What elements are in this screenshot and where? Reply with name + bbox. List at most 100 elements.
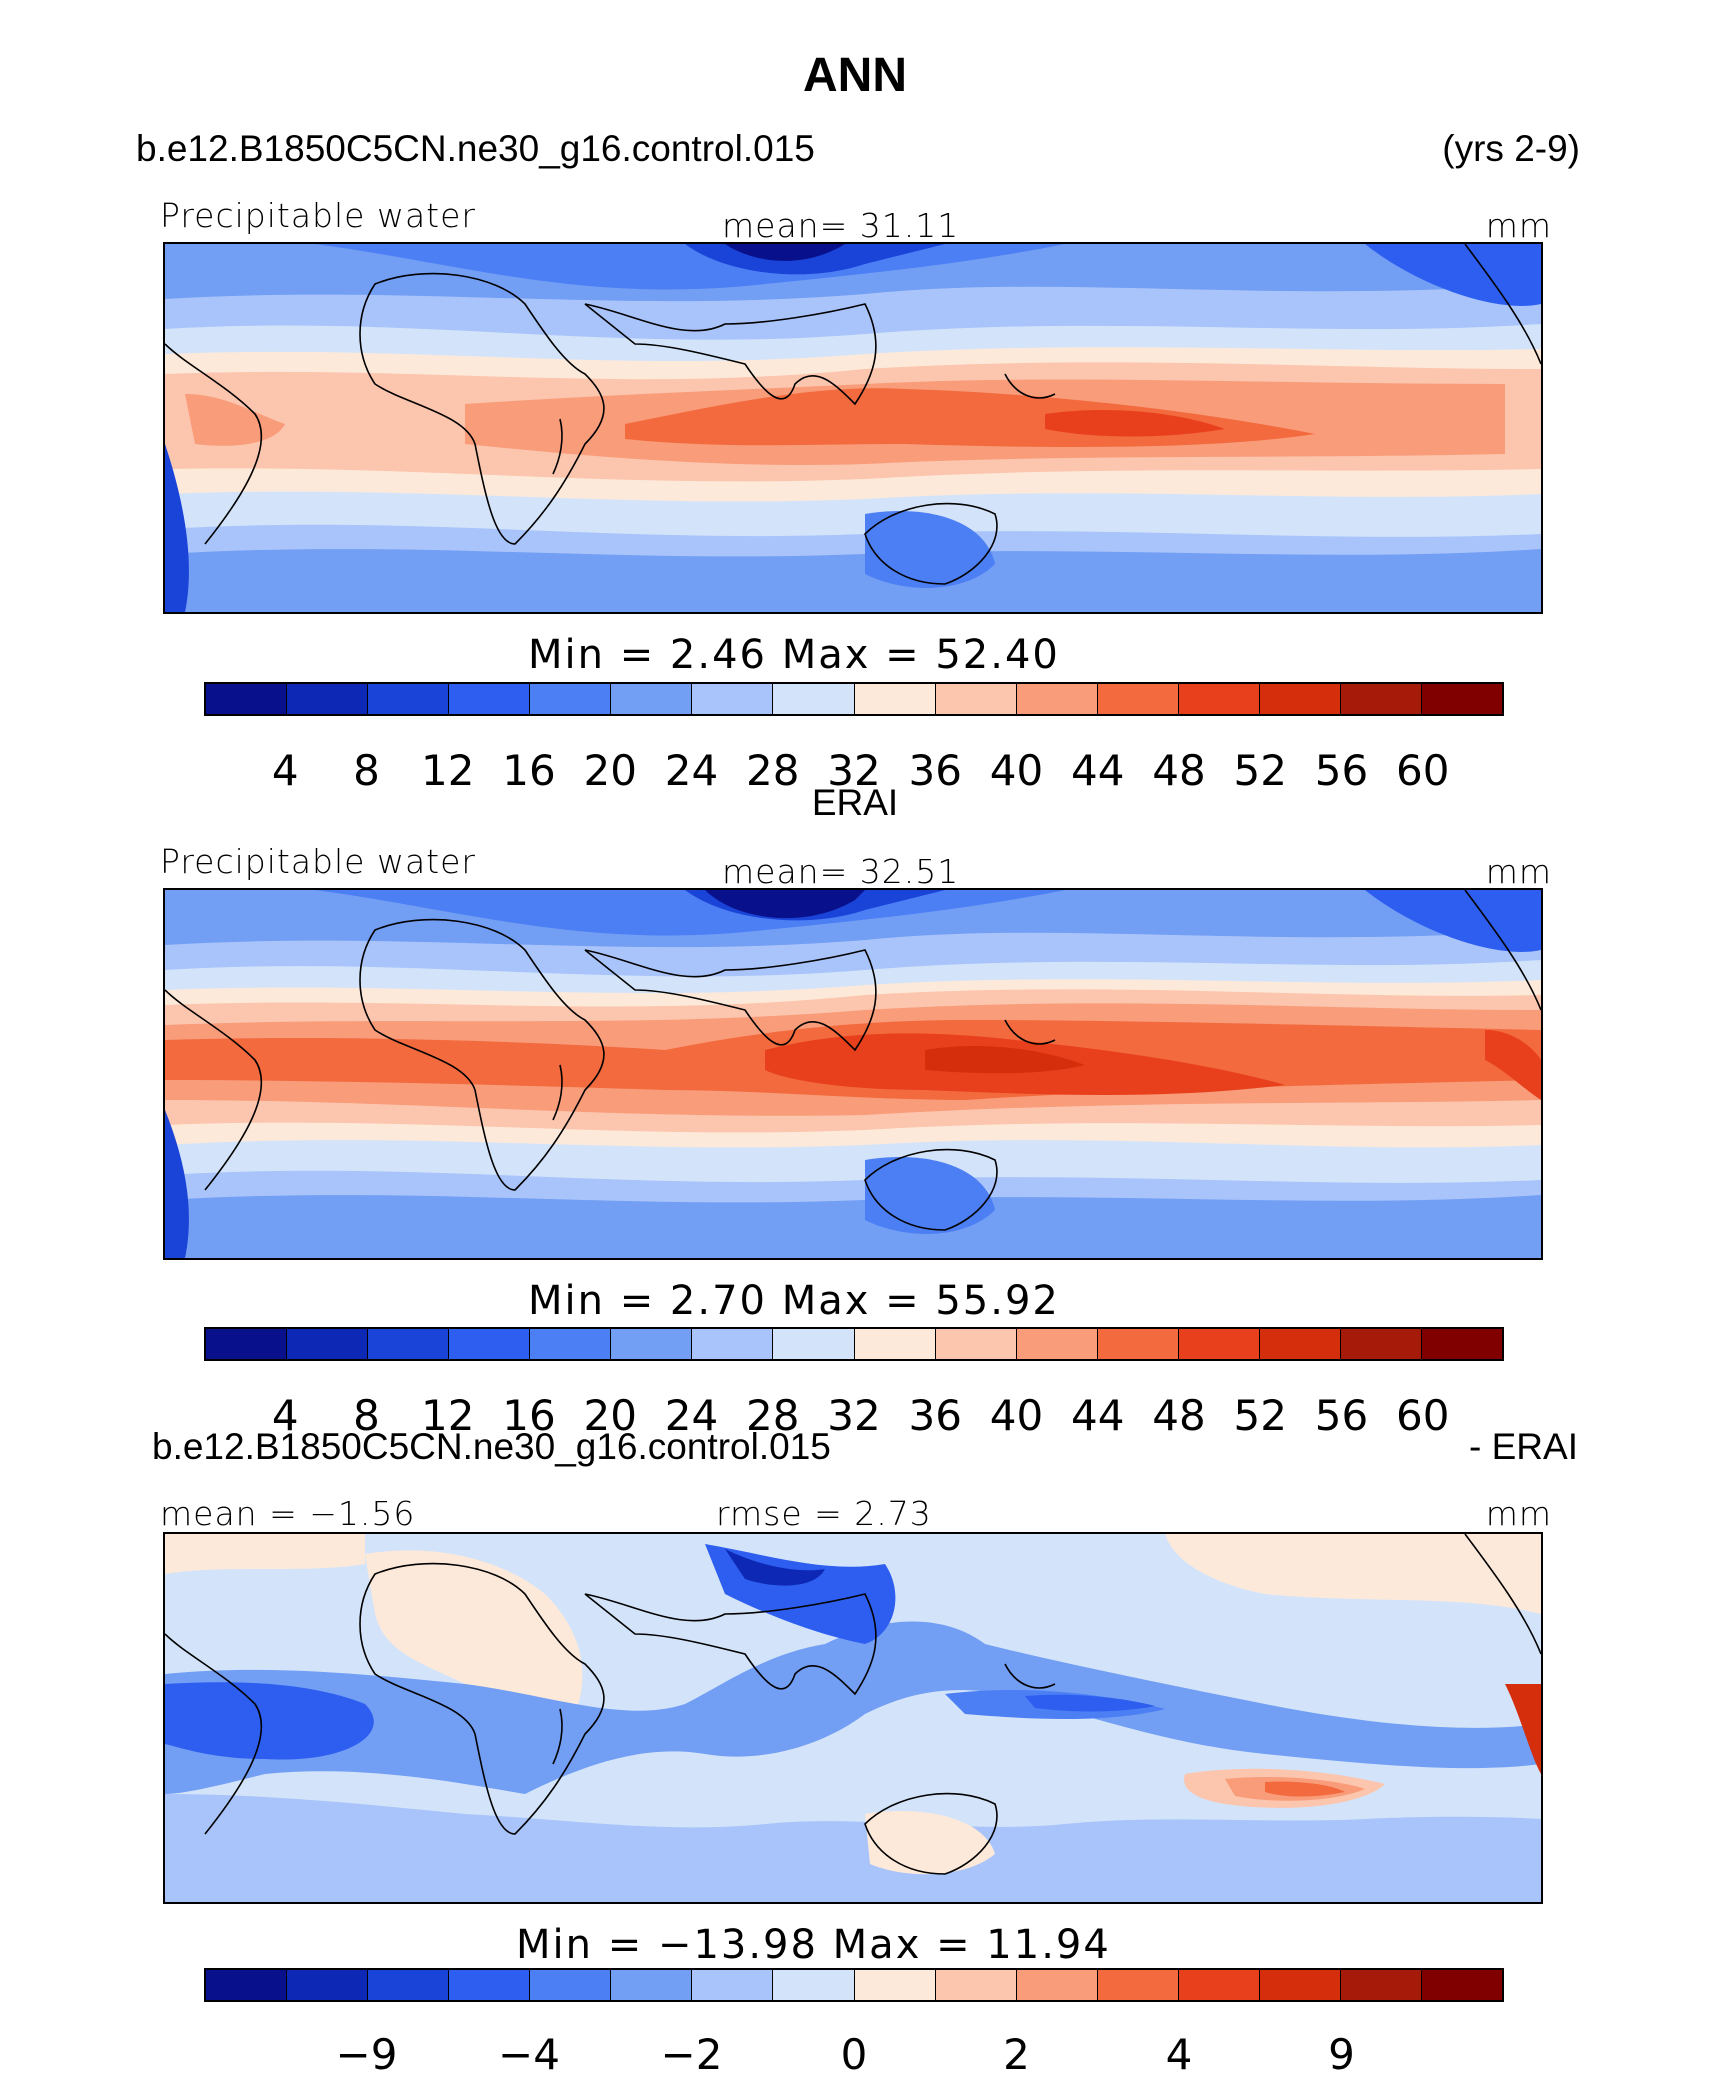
colorbar-tick-label: 60 <box>1396 1391 1450 1440</box>
colorbar-tick-label: 8 <box>353 1391 380 1440</box>
colorbar-swatch <box>449 1970 531 2000</box>
colorbar-swatch <box>935 1970 1017 2000</box>
colorbar-tick-label: 4 <box>271 1391 299 1440</box>
panel-2-units: mm <box>1485 852 1552 891</box>
colorbar-swatch <box>611 1970 693 2000</box>
colorbar-swatch <box>287 684 369 714</box>
panel-2-colorbar <box>204 1327 1504 1361</box>
colorbar-swatch <box>368 1970 450 2000</box>
colorbar-swatch <box>1016 1329 1098 1359</box>
colorbar-swatch <box>530 684 612 714</box>
colorbar-swatch <box>935 684 1017 714</box>
colorbar-swatch <box>1421 1970 1502 2000</box>
panel-2-mean-label: mean= 32.51 <box>722 852 960 891</box>
colorbar-swatch <box>287 1329 369 1359</box>
colorbar-swatch <box>692 684 774 714</box>
colorbar-swatch <box>692 1970 774 2000</box>
colorbar-swatch <box>854 1329 936 1359</box>
colorbar-tick-label: 0 <box>840 2030 868 2079</box>
colorbar-swatch <box>854 1970 936 2000</box>
colorbar-tick-label: 44 <box>1071 746 1125 795</box>
colorbar-tick-label: 4 <box>271 746 299 795</box>
colorbar-swatch <box>530 1329 612 1359</box>
colorbar-tick-label: 28 <box>746 746 800 795</box>
colorbar-tick-label: 28 <box>746 1391 800 1440</box>
panel-3-colorbar <box>204 1968 1504 2002</box>
panel-1-colorbar <box>204 682 1504 716</box>
panel-3-map <box>163 1532 1543 1904</box>
colorbar-tick-label: 12 <box>421 1391 475 1440</box>
colorbar-swatch <box>1016 684 1098 714</box>
panel-3-units: mm <box>1485 1494 1552 1533</box>
panel-3-mean-label: mean = −1.56 <box>160 1494 416 1533</box>
colorbar-swatch <box>1340 1970 1422 2000</box>
colorbar-tick-label: 2 <box>1003 2030 1030 2079</box>
colorbar-swatch <box>1178 1970 1260 2000</box>
panel-1-mean-label: mean= 31.11 <box>722 206 960 245</box>
colorbar-swatch <box>1340 1329 1422 1359</box>
panel-2-field <box>165 890 1541 1258</box>
colorbar-swatch <box>368 684 450 714</box>
colorbar-swatch <box>206 1329 288 1359</box>
panel-1-years: (yrs 2-9) <box>1442 128 1580 169</box>
colorbar-swatch <box>1421 1329 1502 1359</box>
colorbar-tick-label: −2 <box>660 2030 723 2079</box>
colorbar-swatch <box>1259 684 1341 714</box>
colorbar-swatch <box>773 684 855 714</box>
colorbar-tick-label: 44 <box>1071 1391 1125 1440</box>
colorbar-tick-label: 12 <box>421 746 475 795</box>
colorbar-tick-label: 20 <box>583 1391 637 1440</box>
colorbar-tick-label: 9 <box>1328 2030 1355 2079</box>
colorbar-swatch <box>611 1329 693 1359</box>
colorbar-swatch <box>1259 1329 1341 1359</box>
panel-2-map <box>163 888 1543 1260</box>
colorbar-tick-label: 24 <box>664 746 719 795</box>
colorbar-tick-label: 36 <box>908 1391 962 1440</box>
colorbar-swatch <box>1016 1970 1098 2000</box>
colorbar-tick-label: 56 <box>1314 746 1369 795</box>
colorbar-swatch <box>1178 1329 1260 1359</box>
colorbar-swatch <box>1340 684 1422 714</box>
colorbar-tick-label: 24 <box>664 1391 719 1440</box>
panel-1-case-title: b.e12.B1850C5CN.ne30_g16.control.015 <box>136 128 815 169</box>
colorbar-tick-label: 52 <box>1233 1391 1287 1440</box>
colorbar-swatch <box>287 1970 369 2000</box>
colorbar-tick-label: 40 <box>989 1391 1044 1440</box>
panel-1-min-max: Min = 2.46 Max = 52.40 <box>528 632 1060 678</box>
colorbar-swatch <box>206 1970 288 2000</box>
colorbar-tick-label: 16 <box>502 746 556 795</box>
colorbar-swatch <box>1097 1970 1179 2000</box>
colorbar-swatch <box>449 1329 531 1359</box>
colorbar-swatch <box>773 1329 855 1359</box>
colorbar-swatch <box>368 1329 450 1359</box>
panel-1-variable-label: Precipitable water <box>160 196 476 235</box>
colorbar-tick-label: 60 <box>1396 746 1450 795</box>
panel-2-min-max: Min = 2.70 Max = 55.92 <box>528 1278 1060 1324</box>
colorbar-swatch <box>206 684 288 714</box>
panel-1-field <box>165 244 1541 612</box>
panel-1-map <box>163 242 1543 614</box>
colorbar-tick-label: 8 <box>353 746 380 795</box>
panel-3-min-max: Min = −13.98 Max = 11.94 <box>516 1922 1111 1968</box>
colorbar-tick-label: 16 <box>502 1391 556 1440</box>
colorbar-tick-label: 48 <box>1152 746 1206 795</box>
colorbar-tick-label: 48 <box>1152 1391 1206 1440</box>
colorbar-swatch <box>854 684 936 714</box>
page-title: ANN <box>803 49 907 102</box>
colorbar-swatch <box>692 1329 774 1359</box>
colorbar-tick-label: −4 <box>498 2030 560 2079</box>
panel-2-case-title: ERAI <box>811 782 899 823</box>
colorbar-tick-label: −9 <box>335 2030 398 2079</box>
colorbar-swatch <box>1097 1329 1179 1359</box>
colorbar-swatch <box>1097 684 1179 714</box>
panel-3-minus-label: - ERAI <box>1469 1426 1578 1467</box>
colorbar-tick-label: 36 <box>908 746 962 795</box>
colorbar-swatch <box>449 684 531 714</box>
colorbar-swatch <box>1259 1970 1341 2000</box>
panel-3-rmse-label: rmse = 2.73 <box>716 1494 932 1533</box>
colorbar-swatch <box>773 1970 855 2000</box>
panel-3-field <box>165 1534 1541 1902</box>
colorbar-tick-label: 52 <box>1233 746 1287 795</box>
colorbar-swatch <box>530 1970 612 2000</box>
colorbar-tick-label: 4 <box>1165 2030 1193 2079</box>
